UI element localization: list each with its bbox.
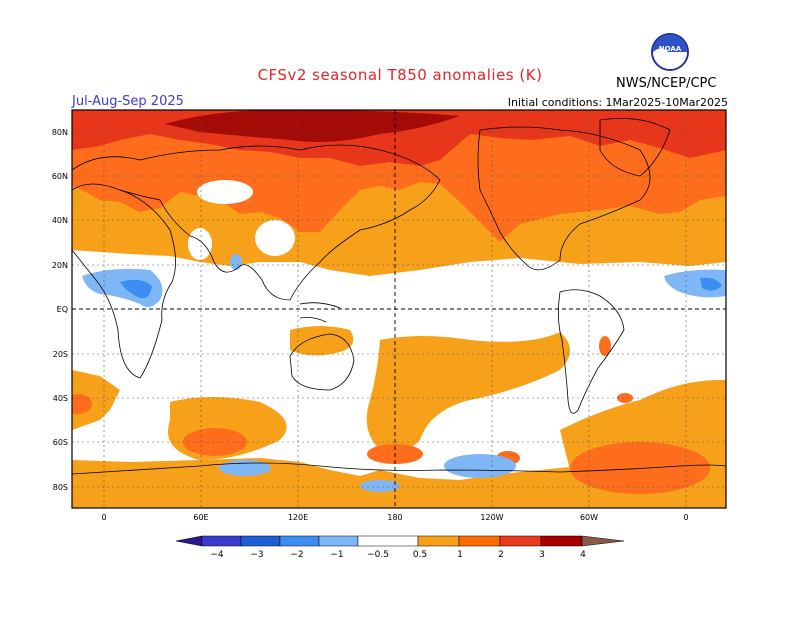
lat-label: 60N bbox=[52, 172, 68, 181]
colorbar-seg bbox=[357, 535, 419, 547]
season-label: Jul-Aug-Sep 2025 bbox=[72, 94, 184, 109]
sh-warm-band bbox=[72, 370, 120, 430]
colorbar-seg bbox=[499, 535, 542, 547]
colorbar-label: −1 bbox=[330, 550, 343, 560]
colorbar-low-arrow bbox=[175, 535, 203, 547]
cool-india bbox=[230, 254, 242, 270]
colorbar-label: 4 bbox=[580, 550, 586, 560]
colorbar-label: 0.5 bbox=[413, 550, 427, 560]
sh-anomaly-1-southatl bbox=[570, 442, 710, 494]
cool-sh-east bbox=[360, 480, 400, 492]
colorbar-label: −0.5 bbox=[367, 550, 389, 560]
nh-neutral-se-asia bbox=[188, 228, 212, 260]
cool-atlantic-deep bbox=[700, 277, 722, 291]
map-frame bbox=[71, 109, 727, 509]
colorbar-seg bbox=[240, 535, 281, 547]
graticule bbox=[72, 110, 726, 508]
lat-label: 40S bbox=[53, 394, 68, 403]
lat-label: 20S bbox=[53, 350, 68, 359]
sh-warm-south bbox=[72, 430, 726, 508]
nh-neutral-india bbox=[197, 180, 253, 204]
lon-label: 60E bbox=[193, 513, 208, 522]
colorbar-label: −3 bbox=[250, 550, 263, 560]
sh-warm-australia bbox=[290, 326, 354, 356]
lat-label: 80S bbox=[53, 483, 68, 492]
colorbar-seg bbox=[201, 535, 242, 547]
colorbar-labels: −4 −3 −2 −1 −0.5 0.5 1 2 3 4 bbox=[210, 550, 586, 560]
coastlines bbox=[72, 118, 726, 475]
cool-sh-pacific bbox=[444, 454, 516, 478]
colorbar-label: 3 bbox=[539, 550, 545, 560]
latitude-labels: 80N 60N 40N 20N EQ 20S 40S 60S 80S bbox=[52, 128, 68, 492]
sh-anomaly-1-sa bbox=[599, 336, 611, 356]
lat-label: 40N bbox=[52, 216, 68, 225]
nh-neutral-central-asia bbox=[255, 220, 295, 256]
longitude-labels: 0 60E 120E 180 120W 60W 0 bbox=[101, 513, 688, 522]
colorbar-label: −4 bbox=[210, 550, 224, 560]
sh-anomaly-1-sa2 bbox=[617, 393, 633, 403]
colorbar-high-arrow bbox=[581, 535, 625, 547]
colorbar-label: 2 bbox=[498, 550, 504, 560]
colorbar-label: −2 bbox=[290, 550, 303, 560]
lat-label: 60S bbox=[53, 438, 68, 447]
sh-anomaly-1-indian bbox=[183, 428, 247, 456]
lat-label: 80N bbox=[52, 128, 68, 137]
colorbar-label: 1 bbox=[457, 550, 463, 560]
nh-anomaly-3 bbox=[165, 110, 460, 142]
agency-label: NWS/NCEP/CPC bbox=[616, 76, 717, 91]
noaa-logo-text: NOAA bbox=[659, 45, 682, 53]
cool-sh-indian bbox=[219, 460, 271, 476]
lon-label: 60W bbox=[580, 513, 598, 522]
lon-label: 0 bbox=[101, 513, 106, 522]
sh-anomaly-1-west bbox=[72, 394, 92, 414]
noaa-logo-icon: NOAA bbox=[651, 33, 689, 71]
lon-label: 0 bbox=[683, 513, 688, 522]
lat-label: 20N bbox=[52, 261, 68, 270]
map-title: CFSv2 seasonal T850 anomalies (K) bbox=[257, 66, 543, 84]
lon-label: 180 bbox=[387, 513, 402, 522]
lon-label: 120E bbox=[288, 513, 308, 522]
colorbar-seg bbox=[318, 535, 359, 547]
colorbar-seg bbox=[458, 535, 501, 547]
sh-warm-pacific bbox=[366, 332, 570, 454]
colorbar bbox=[175, 535, 625, 547]
lon-label: 120W bbox=[480, 513, 503, 522]
colorbar-seg bbox=[417, 535, 460, 547]
lat-label: EQ bbox=[57, 305, 68, 314]
colorbar-seg bbox=[279, 535, 320, 547]
cool-africa-deep bbox=[120, 279, 152, 299]
initial-conditions-label: Initial conditions: 1Mar2025-10Mar2025 bbox=[507, 96, 728, 109]
